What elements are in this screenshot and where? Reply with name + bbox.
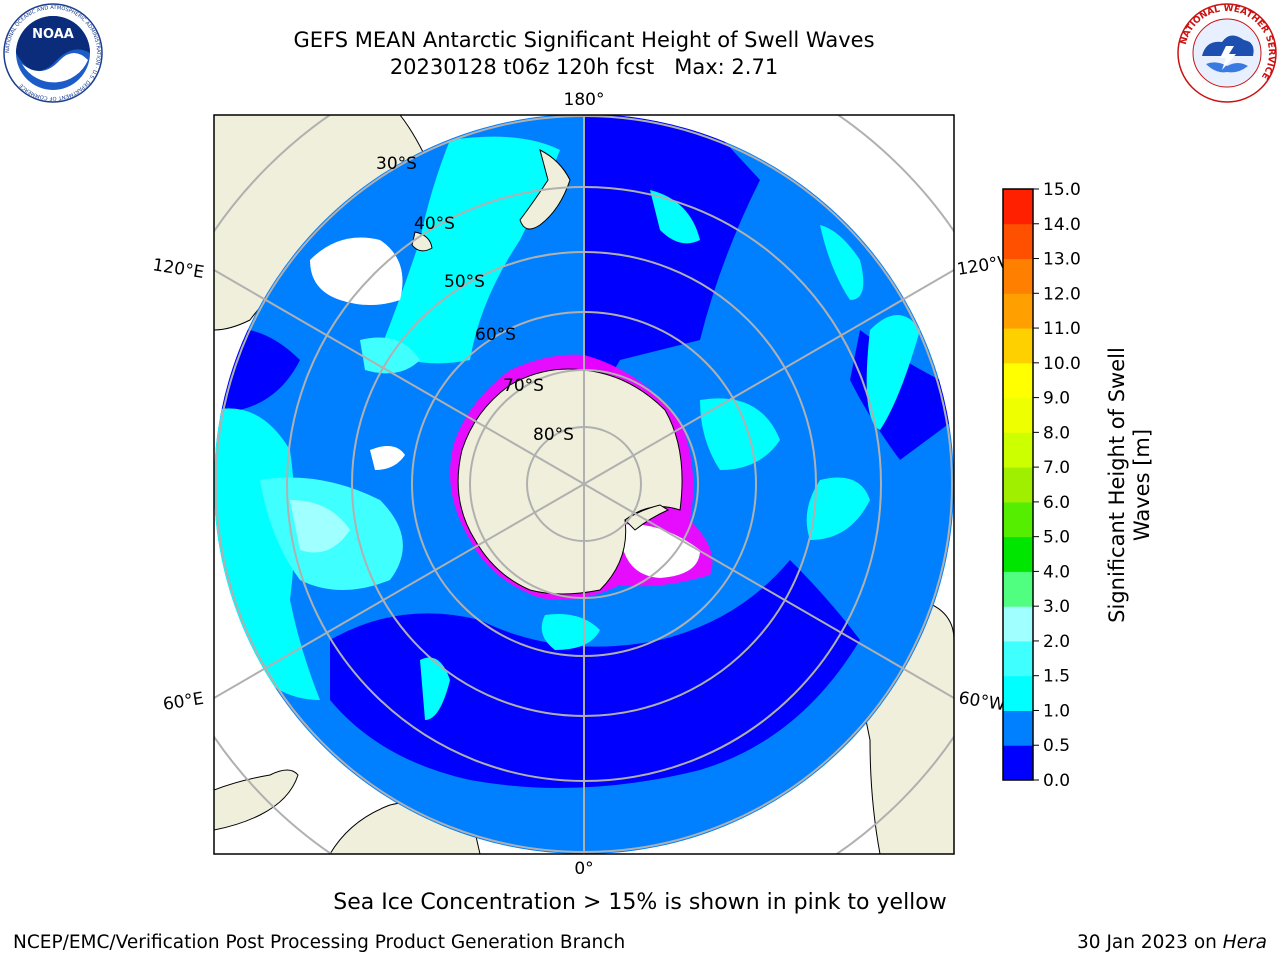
colorbar-tick-label: 7.0 <box>1043 458 1070 478</box>
colorbar-tick-label: 2.0 <box>1043 632 1070 652</box>
nws-logo: NATIONAL WEATHER SERVICE <box>1177 3 1277 103</box>
colorbar-tick-label: 8.0 <box>1043 423 1070 443</box>
swell-zone-high <box>700 398 780 470</box>
swell-zone-high <box>541 614 600 650</box>
lon-label-180: 180° <box>564 90 605 110</box>
lat-label-40s: 40°S <box>414 214 455 234</box>
colorbar-tick-label: 14.0 <box>1043 215 1081 235</box>
swell-zone-high <box>650 190 700 244</box>
colorbar-tick-label: 9.0 <box>1043 389 1070 409</box>
lon-label-0: 0° <box>574 859 593 879</box>
lon-label-120e: 120°E <box>151 255 205 283</box>
swell-zone-high <box>820 225 864 300</box>
colorbar-segment <box>1003 467 1033 503</box>
colorbar-segment <box>1003 606 1033 642</box>
colorbar-segment <box>1003 293 1033 329</box>
map-frame <box>213 114 955 855</box>
colorbar-segment <box>1003 362 1033 399</box>
colorbar-tick-label: 3.0 <box>1043 597 1070 617</box>
colorbar-segment <box>1003 328 1033 364</box>
colorbar-tick-label: 12.0 <box>1043 284 1081 304</box>
colorbar-tick-label: 1.5 <box>1043 667 1070 687</box>
map-title: GEFS MEAN Antarctic Significant Height o… <box>293 28 875 52</box>
sea-ice-area <box>310 237 403 305</box>
graticule <box>214 115 954 854</box>
colorbar-segment <box>1003 189 1033 225</box>
lat-label-60s: 60°S <box>475 325 516 345</box>
colorbar-tick-label: 0.0 <box>1043 771 1070 791</box>
swell-zone-low <box>330 560 860 788</box>
colorbar-segment <box>1003 640 1033 677</box>
colorbar-segment <box>1003 501 1033 538</box>
colorbar-tick-label: 4.0 <box>1043 562 1070 582</box>
land-antarctica <box>457 368 683 595</box>
svg-text:NOAA: NOAA <box>32 27 74 42</box>
footer-machine: Hera <box>1222 932 1267 953</box>
colorbar-tick-label: 10.0 <box>1043 354 1081 374</box>
colorbar-tick-label: 6.0 <box>1043 493 1070 513</box>
colorbar-segment <box>1003 397 1033 433</box>
lon-label-60e: 60°E <box>162 689 206 715</box>
footer-date-text: 30 Jan 2023 on <box>1077 932 1217 953</box>
colorbar: 0.0 0.5 1.0 1.5 2.0 3.0 4.0 5.0 6.0 7.0 8.0 9.0 10.0… <box>1002 180 1081 791</box>
colorbar-segment <box>1003 675 1033 711</box>
colorbar-label: Significant Height of Swell Waves [m] <box>1105 347 1154 623</box>
max-value: Max: 2.71 <box>674 55 779 79</box>
colorbar-tick-label: 1.0 <box>1043 701 1070 721</box>
lat-label-30s: 30°S <box>376 154 417 174</box>
swell-zone-high <box>420 657 450 720</box>
map-subtitle: 20230128 t06z 120h fcst Max: 2.71 <box>0 54 1168 80</box>
colorbar-segment <box>1003 536 1033 572</box>
lat-label-70s: 70°S <box>503 376 544 396</box>
colorbar-tick-label: 0.5 <box>1043 736 1070 756</box>
colorbar-segment <box>1003 745 1033 781</box>
swell-zone-high <box>806 477 870 540</box>
run-info: 20230128 t06z 120h fcst <box>389 55 655 79</box>
colorbar-segment <box>1003 710 1033 746</box>
colorbar-tick-label: 11.0 <box>1043 319 1081 339</box>
swell-zone-high <box>290 500 350 553</box>
colorbar-segment <box>1003 432 1033 468</box>
noaa-logo: NOAA NATIONAL OCEANIC AND ATMOSPHERIC AD… <box>3 3 103 103</box>
swell-zone-high <box>866 315 920 430</box>
sea-ice-caption: Sea Ice Concentration > 15% is shown in … <box>333 890 947 915</box>
colorbar-tick-label: 15.0 <box>1043 180 1081 200</box>
colorbar-tick-label: 13.0 <box>1043 250 1081 270</box>
footer-date: 30 Jan 2023 on Hera <box>1077 932 1267 953</box>
swell-zone-high <box>380 136 560 364</box>
colorbar-segment <box>1003 571 1033 607</box>
colorbar-segment <box>1003 223 1033 260</box>
footer-producer: NCEP/EMC/Verification Post Processing Pr… <box>13 932 626 953</box>
lat-label-50s: 50°S <box>444 272 485 292</box>
land-madagascar <box>214 769 299 831</box>
lat-label-80s: 80°S <box>533 425 574 445</box>
sea-ice-area <box>620 524 700 578</box>
colorbar-tick-label: 5.0 <box>1043 528 1070 548</box>
sea-ice-area <box>370 446 405 470</box>
colorbar-segment <box>1003 258 1033 294</box>
